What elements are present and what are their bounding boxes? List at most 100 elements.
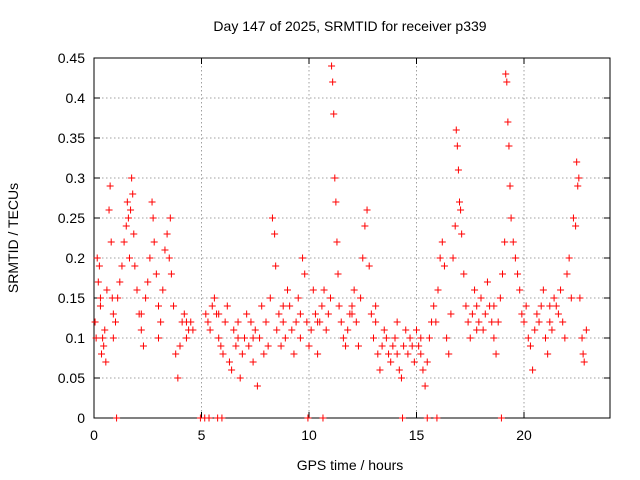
data-point [339, 334, 347, 342]
data-point [116, 278, 124, 286]
y-tick-label: 0.45 [58, 50, 85, 66]
data-point [271, 230, 279, 238]
data-point [438, 238, 446, 246]
data-point [460, 270, 468, 278]
x-tick-label: 15 [409, 427, 425, 443]
data-point [142, 294, 150, 302]
data-point [275, 310, 283, 318]
data-point [502, 70, 510, 78]
data-point [578, 334, 586, 342]
data-point [314, 350, 322, 358]
data-point [155, 302, 162, 310]
data-point [215, 310, 223, 318]
data-point [479, 326, 487, 334]
data-point [290, 350, 298, 358]
data-point [421, 382, 429, 390]
data-point [425, 334, 433, 342]
data-point [273, 326, 281, 334]
data-point [552, 302, 560, 310]
data-point [217, 342, 225, 350]
data-point [236, 374, 244, 382]
data-point [133, 286, 141, 294]
data-point [572, 222, 580, 230]
data-point [92, 334, 100, 342]
data-point [106, 182, 114, 190]
data-point [238, 350, 246, 358]
data-point [182, 318, 190, 326]
data-point [475, 318, 483, 326]
data-point [100, 342, 108, 350]
data-point [344, 326, 352, 334]
data-point [279, 318, 287, 326]
data-point [129, 190, 137, 198]
data-point [262, 318, 270, 326]
data-point [333, 238, 341, 246]
data-point [309, 286, 317, 294]
data-point [503, 78, 511, 86]
data-point [492, 350, 500, 358]
data-point [94, 278, 102, 286]
data-point [548, 326, 556, 334]
data-point [152, 270, 160, 278]
data-point [102, 358, 110, 366]
data-point [434, 286, 442, 294]
data-point [304, 414, 312, 422]
data-point [393, 318, 401, 326]
data-point [176, 342, 184, 350]
data-point [573, 158, 581, 166]
data-point [330, 110, 338, 118]
x-axis-label: GPS time / hours [297, 457, 404, 473]
data-point [113, 414, 121, 422]
data-point [120, 238, 128, 246]
y-tick-label: 0.25 [58, 210, 85, 226]
data-point [546, 302, 554, 310]
data-point [535, 318, 543, 326]
data-point [241, 334, 248, 342]
data-point [473, 326, 481, 334]
data-point [137, 310, 145, 318]
data-point [453, 142, 461, 150]
data-point [544, 350, 552, 358]
data-point [146, 254, 154, 262]
data-point [372, 318, 380, 326]
data-point [497, 414, 505, 422]
data-point [415, 342, 423, 350]
data-point [417, 350, 425, 358]
data-point [264, 342, 272, 350]
x-tick-label: 0 [90, 427, 98, 443]
data-point [557, 286, 565, 294]
data-point [348, 310, 356, 318]
data-point [393, 350, 401, 358]
data-point [423, 414, 431, 422]
data-point [462, 302, 470, 310]
data-point [167, 270, 175, 278]
data-point [518, 310, 526, 318]
data-point [91, 318, 99, 326]
data-point [95, 262, 103, 270]
data-point [494, 318, 502, 326]
data-point [303, 318, 311, 326]
data-point [99, 334, 107, 342]
data-point [559, 318, 567, 326]
data-point [322, 326, 330, 334]
y-tick-label: 0.35 [58, 130, 85, 146]
data-point [296, 334, 304, 342]
data-point [352, 318, 360, 326]
x-tick-label: 20 [516, 427, 532, 443]
data-point [481, 310, 489, 318]
data-point [329, 78, 337, 86]
data-point [348, 302, 356, 310]
data-point [96, 294, 104, 302]
data-point [301, 270, 309, 278]
data-point [150, 238, 158, 246]
data-point [127, 206, 135, 214]
data-point [148, 198, 156, 206]
data-point [509, 238, 517, 246]
data-point [249, 334, 257, 342]
data-point [522, 302, 530, 310]
data-point [288, 326, 296, 334]
data-point [234, 318, 242, 326]
data-point [511, 254, 519, 262]
data-point [370, 334, 377, 342]
